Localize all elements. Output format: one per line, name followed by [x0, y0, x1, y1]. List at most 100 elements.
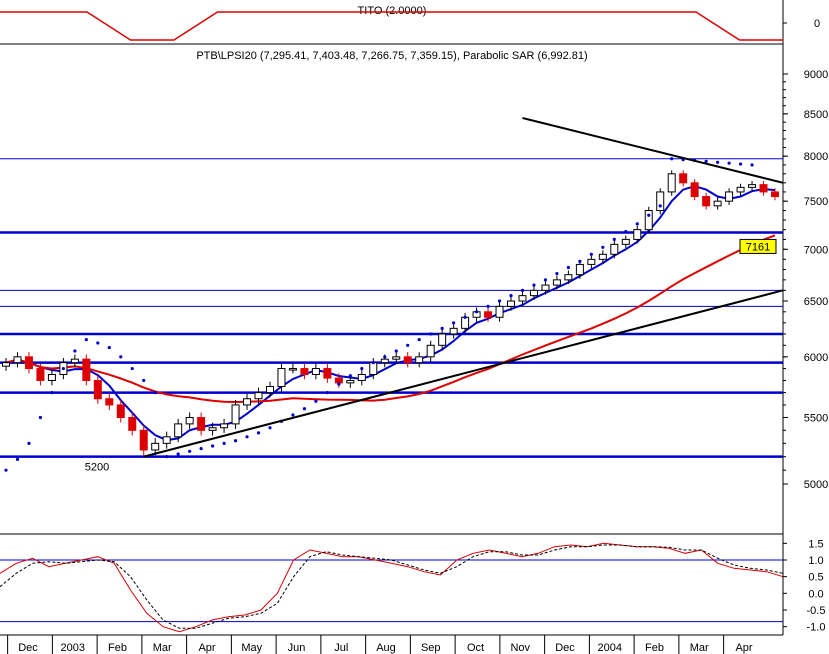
tito-line — [0, 11, 783, 41]
candle-body — [679, 173, 688, 184]
candle-body — [254, 392, 263, 400]
x-tick-label: Apr — [735, 642, 752, 654]
sar-dot — [188, 449, 192, 453]
candle-body — [415, 356, 424, 364]
sar-dot — [360, 366, 364, 371]
osc-tick-label: -1.0 — [807, 622, 826, 634]
sar-dot — [119, 355, 123, 359]
sar-dot — [153, 391, 157, 395]
sar-dot — [520, 288, 525, 292]
sar-dot — [256, 431, 261, 435]
sar-dot — [474, 310, 479, 314]
sar-dot — [245, 435, 249, 439]
sar-dot — [325, 391, 329, 395]
sar-dot — [486, 304, 490, 308]
x-tick-label: Oct — [467, 642, 484, 654]
price-tick-label: 7500 — [804, 196, 828, 208]
candle-body — [736, 186, 745, 193]
sar-dot — [647, 213, 651, 217]
candle-body — [529, 289, 538, 297]
sar-dot — [165, 455, 169, 459]
sar-dot — [371, 361, 375, 365]
x-axis: Dec 2003 Feb Mar Apr May Jun Jul Aug Sep Oct Nov Dec… — [7, 635, 753, 654]
candle-body — [748, 184, 757, 188]
x-tick-label: Apr — [198, 642, 215, 654]
x-tick-label: 2003 — [61, 642, 85, 654]
candle-body — [311, 368, 320, 375]
sar-dot — [222, 441, 226, 445]
candle-body — [644, 210, 653, 231]
sar-dot — [383, 355, 387, 359]
x-tick-label: 2004 — [598, 642, 622, 654]
x-tick-label: Mar — [153, 642, 172, 654]
sar-dot — [394, 349, 398, 353]
candle-body — [174, 423, 183, 438]
sar-dot — [601, 245, 605, 249]
price-tick-label: 5000 — [804, 479, 828, 491]
long-ma-line — [522, 117, 784, 184]
price-panel: 5000 5500 6000 6500 7000 7500 8000 8500 9000 5200… — [0, 69, 828, 491]
x-tick-label: Nov — [510, 642, 530, 654]
sar-dot — [727, 161, 731, 165]
candle-body — [725, 191, 734, 202]
candle-body — [484, 311, 493, 318]
sar-dot — [406, 343, 410, 347]
candle-body — [231, 404, 240, 425]
ma-short-line — [5, 185, 776, 442]
candle-body — [36, 368, 45, 381]
candle-body — [587, 258, 596, 265]
sar-dot — [302, 407, 307, 411]
candle-body — [507, 300, 516, 307]
candle-body — [449, 327, 458, 335]
sar-dot — [130, 366, 134, 371]
candle-body — [633, 229, 642, 240]
candle-body — [621, 238, 630, 245]
oscillator-panel: 1.5 1.0 0.5 0.0 -0.5 -1.0 — [0, 538, 826, 634]
sar-dot — [463, 315, 467, 319]
candle-body — [518, 295, 527, 302]
sar-dot — [497, 299, 502, 303]
candle-body — [598, 253, 607, 260]
sar-dot — [15, 457, 20, 461]
candle-body — [541, 284, 550, 291]
sar-dot — [543, 278, 548, 282]
sar-dot — [233, 439, 238, 443]
candle-body — [70, 358, 79, 364]
sar-dot — [142, 378, 146, 383]
candle-body — [495, 305, 504, 318]
x-tick-label: May — [241, 642, 262, 654]
candle-body — [2, 362, 10, 367]
price-tick-label: 7000 — [804, 244, 828, 256]
x-tick-label: Aug — [376, 642, 396, 654]
osc-tick-label: 1.0 — [808, 555, 823, 567]
candle-body — [346, 379, 355, 384]
sar-dot — [4, 468, 8, 472]
sar-dot — [73, 349, 77, 353]
candle-body — [116, 404, 125, 419]
x-tick-label: Dec — [18, 642, 38, 654]
sar-dot — [348, 374, 352, 378]
sar-dot — [61, 366, 65, 371]
sar-dot — [50, 391, 54, 395]
candle-body — [667, 173, 676, 193]
sar-dot — [738, 162, 743, 166]
level-7161-label: 7161 — [746, 241, 770, 253]
sar-dot — [27, 441, 31, 445]
candle-body — [702, 196, 711, 207]
sar-dot — [704, 159, 708, 164]
sar-dot — [750, 163, 754, 167]
sar-dot — [670, 157, 674, 161]
candle-body — [47, 373, 56, 381]
price-tick-label: 6500 — [804, 296, 828, 308]
sar-dot — [429, 332, 433, 336]
candle-body — [197, 417, 206, 431]
candle-body — [151, 442, 160, 451]
candle-body — [690, 182, 699, 198]
candle-body — [185, 417, 194, 425]
candle-body — [357, 373, 366, 381]
tito-panel: 0 — [0, 11, 820, 41]
candle-body — [24, 356, 33, 370]
sar-dot — [452, 321, 456, 325]
sar-dot — [210, 444, 215, 448]
